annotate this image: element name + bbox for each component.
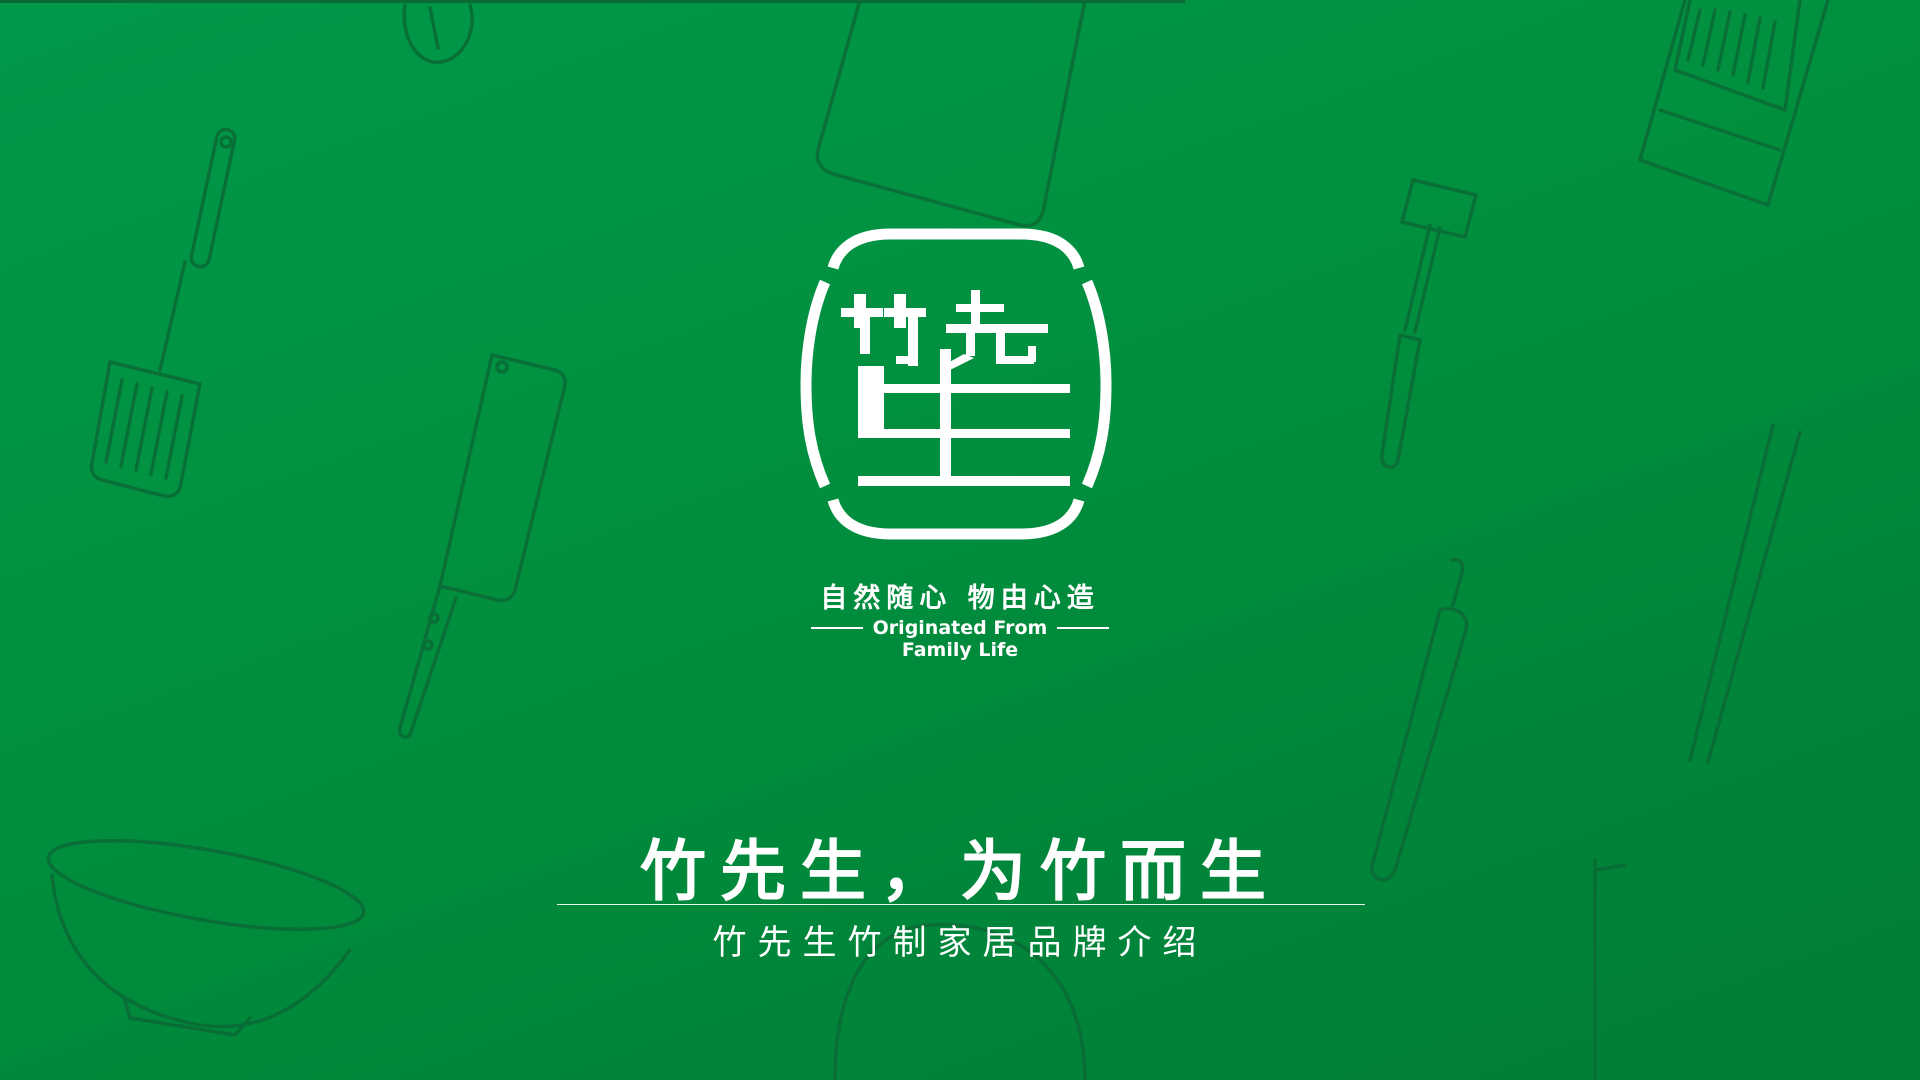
tagline-dash-right xyxy=(1057,627,1110,629)
bamboo-seal-logo-icon xyxy=(800,228,1112,540)
whisk-icon xyxy=(402,3,474,64)
logo-glyph-zhu xyxy=(841,294,926,366)
top-divider-line xyxy=(0,0,1185,3)
logo-glyph-sheng xyxy=(858,349,1070,486)
brand-tagline-english-line1: Originated From xyxy=(872,617,1048,639)
logo-glyph-xian xyxy=(946,290,1048,370)
rolling-pin-icon xyxy=(1370,557,1469,882)
cutting-board-icon xyxy=(815,0,1087,228)
grater-icon xyxy=(1638,0,1830,207)
bowl-icon xyxy=(46,838,366,1037)
tagline-dash-left xyxy=(810,627,863,629)
slide-headline: 竹先生，为竹而生 xyxy=(640,832,1280,910)
slotted-spatula-icon xyxy=(89,127,237,498)
slide-subtitle: 竹先生竹制家居品牌介绍 xyxy=(712,923,1208,963)
brand-tagline-chinese: 自然随心 物由心造 xyxy=(820,583,1100,614)
meat-tenderizer-icon xyxy=(1380,178,1478,469)
cleaver-icon xyxy=(397,353,567,739)
headline-divider xyxy=(557,904,1365,905)
brand-tagline-english-row: Originated From xyxy=(800,614,1120,642)
brand-tagline-english-line2: Family Life xyxy=(901,639,1019,661)
cup-icon xyxy=(833,858,1627,1080)
chopsticks-icon xyxy=(1688,423,1802,764)
